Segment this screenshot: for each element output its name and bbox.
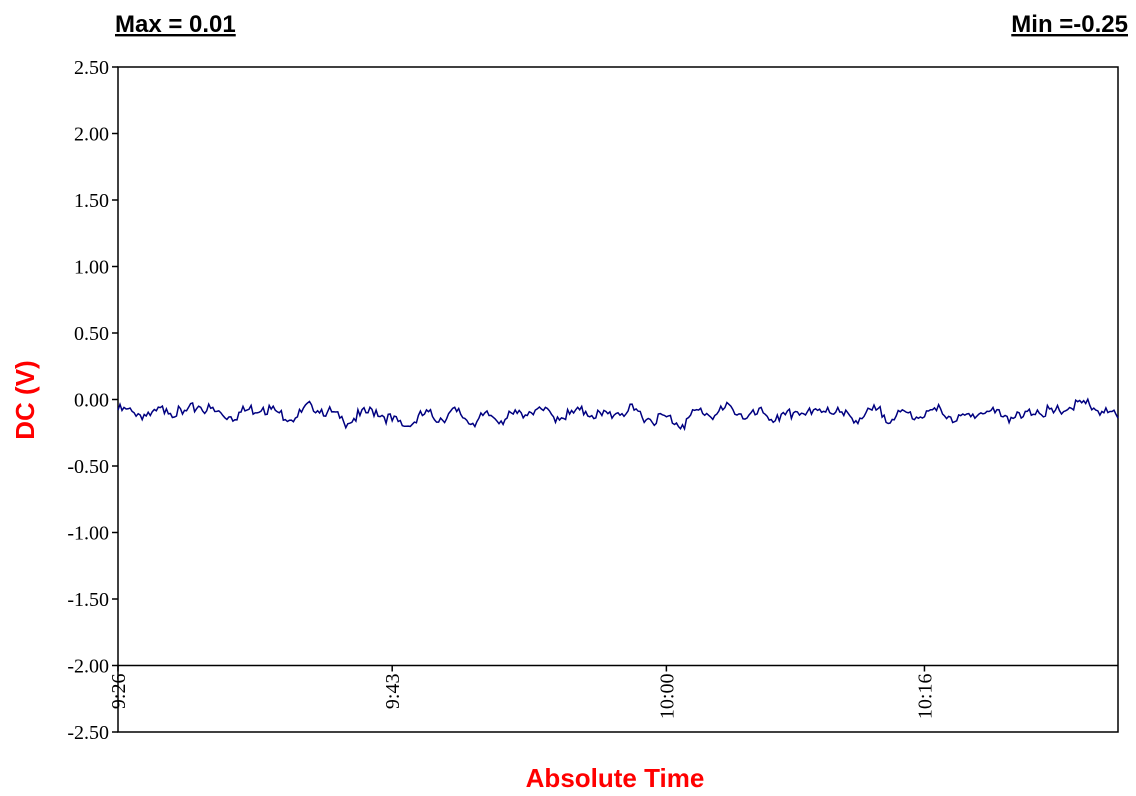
y-tick-label: -0.50 xyxy=(67,456,109,478)
y-tick-label: -2.50 xyxy=(67,722,109,744)
y-tick-label: 1.00 xyxy=(74,257,109,279)
x-tick-label: 10:00 xyxy=(656,674,678,720)
y-tick-label: -1.00 xyxy=(67,523,109,545)
y-axis: 2.50 2.00 1.50 1.00 0.50 0.00 -0.50 -1.00 -1.50 -… xyxy=(67,57,118,744)
x-tick-label: 9:26 xyxy=(108,674,130,710)
y-tick-label: 1.50 xyxy=(74,190,109,212)
x-tick-label: 10:16 xyxy=(914,674,936,720)
plot-frame xyxy=(117,66,1119,733)
x-axis: 9:26 9:43 10:00 10:16 xyxy=(108,665,936,720)
max-readout: Max = 0.01 xyxy=(115,11,236,38)
y-tick-label: 2.50 xyxy=(74,57,109,79)
y-axis-title: DC (V) xyxy=(10,360,40,439)
min-readout: Min =-0.25 xyxy=(1011,11,1128,38)
series-line xyxy=(117,397,1119,432)
x-axis-title: Absolute Time xyxy=(526,763,705,793)
x-tick-label: 9:43 xyxy=(382,674,404,710)
y-tick-label: 0.00 xyxy=(74,390,109,412)
y-tick-label: 2.00 xyxy=(74,124,109,146)
y-tick-label: 0.50 xyxy=(74,323,109,345)
y-tick-label: -2.00 xyxy=(67,656,109,678)
y-tick-label: -1.50 xyxy=(67,589,109,611)
